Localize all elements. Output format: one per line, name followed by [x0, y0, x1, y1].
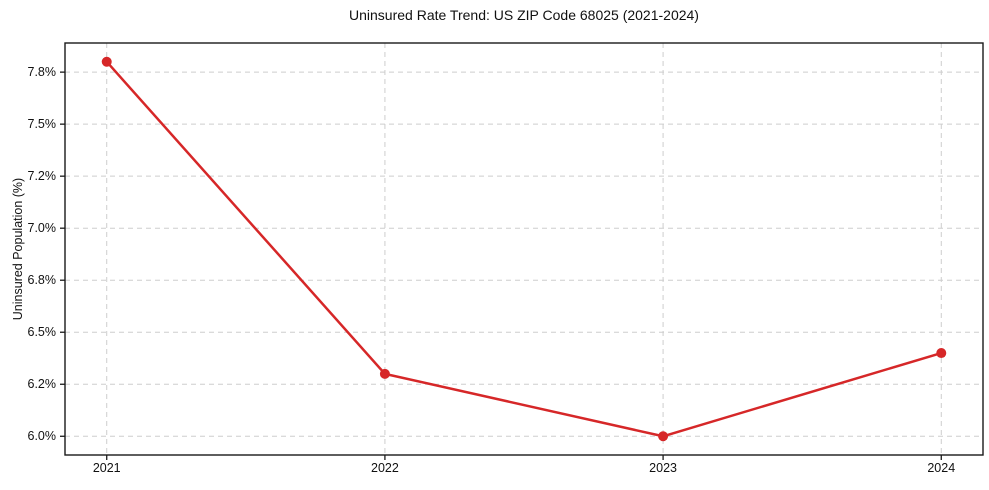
data-point-marker — [379, 368, 390, 379]
data-line — [105, 60, 943, 438]
x-tick-label: 2024 — [927, 461, 956, 475]
y-tick-label: 7.2% — [27, 169, 57, 184]
y-tick-label: 7.5% — [27, 117, 57, 132]
chart-title: Uninsured Rate Trend: US ZIP Code 68025 … — [349, 7, 699, 23]
x-tick-label: 2021 — [92, 461, 121, 475]
y-tick-label: 6.2% — [27, 377, 57, 392]
data-point-marker — [936, 348, 947, 359]
data-point-marker — [658, 431, 669, 442]
y-tick-label: 6.5% — [27, 325, 57, 340]
x-tick-label: 2023 — [649, 461, 677, 475]
x-tick-label: 2022 — [371, 461, 399, 475]
data-point-marker — [101, 56, 112, 67]
y-tick-label: 7.8% — [27, 65, 57, 80]
y-tick-label: 7.0% — [27, 221, 57, 236]
y-tick-label: 6.8% — [27, 273, 57, 288]
plot-frame — [64, 42, 984, 456]
y-tick-label: 6.0% — [27, 429, 57, 444]
